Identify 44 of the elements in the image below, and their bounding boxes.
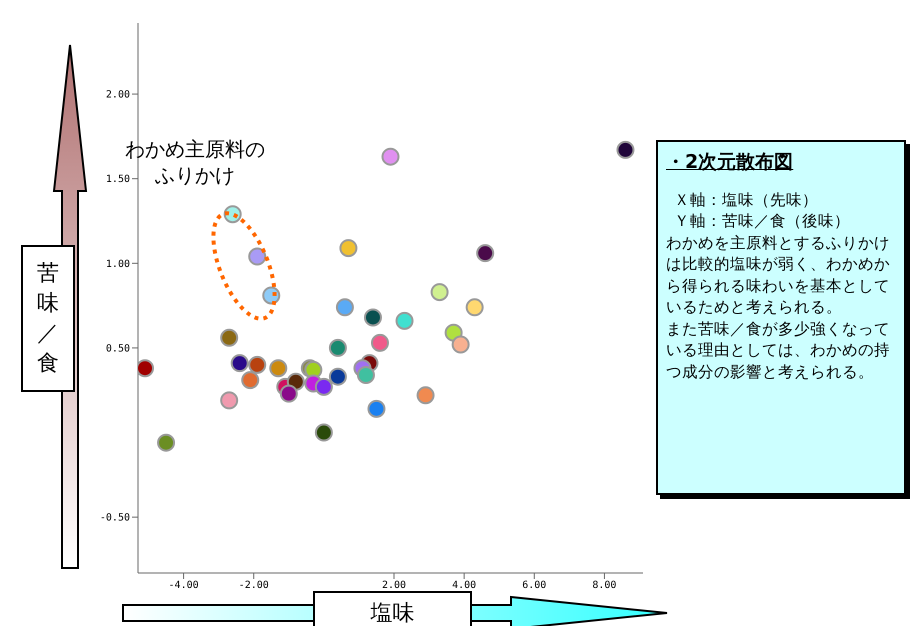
point [476, 244, 494, 262]
point [328, 338, 347, 357]
point [396, 312, 414, 330]
point [382, 148, 400, 166]
point [280, 384, 298, 403]
point [157, 434, 176, 452]
text: また苦味／食が多少強くなっている理由としては、わかめの持つ成分の影響と考えられる。 [666, 318, 891, 382]
point [336, 298, 354, 316]
text: ・2次元散布図 [666, 151, 794, 174]
point [430, 283, 449, 302]
x-tick-label: 4.00 [452, 580, 476, 592]
point [328, 368, 347, 386]
text: Ｙ軸：苦味／食（後味） [673, 211, 851, 232]
point [367, 400, 386, 418]
x-tick-label: 8.00 [592, 580, 616, 592]
point [452, 336, 470, 354]
y-tick-label: 2.00 [106, 90, 130, 101]
y-tick-label: 0.50 [106, 343, 130, 354]
point [466, 298, 484, 316]
point [339, 239, 358, 258]
point [248, 356, 266, 374]
x-tick-label: 2.00 [382, 580, 406, 592]
y-tick-label: -0.50 [100, 512, 130, 524]
point [230, 354, 249, 372]
point [314, 378, 333, 396]
x-tick-label: -2.00 [238, 580, 269, 592]
y-tick-label: 1.50 [106, 174, 130, 186]
point [269, 359, 288, 378]
y-axis-title: 苦味／食 [37, 260, 59, 378]
point [416, 386, 435, 404]
point [220, 391, 238, 410]
text: わかめを主原料とするふりかけは比較的塩味が弱く、わかめから得られる味わいを基本としているためと考えられる。 [666, 232, 891, 318]
point [364, 308, 382, 326]
point [370, 334, 389, 352]
text: Ｘ軸：塩味（先味） [673, 190, 819, 210]
point [220, 328, 238, 347]
point [314, 424, 333, 442]
y-tick-label: 1.00 [106, 258, 130, 270]
point [616, 140, 634, 159]
point [241, 371, 260, 390]
x-tick-label: 6.00 [522, 580, 546, 592]
point [356, 366, 375, 384]
x-tick-label: -4.00 [168, 580, 199, 592]
point [248, 248, 266, 266]
